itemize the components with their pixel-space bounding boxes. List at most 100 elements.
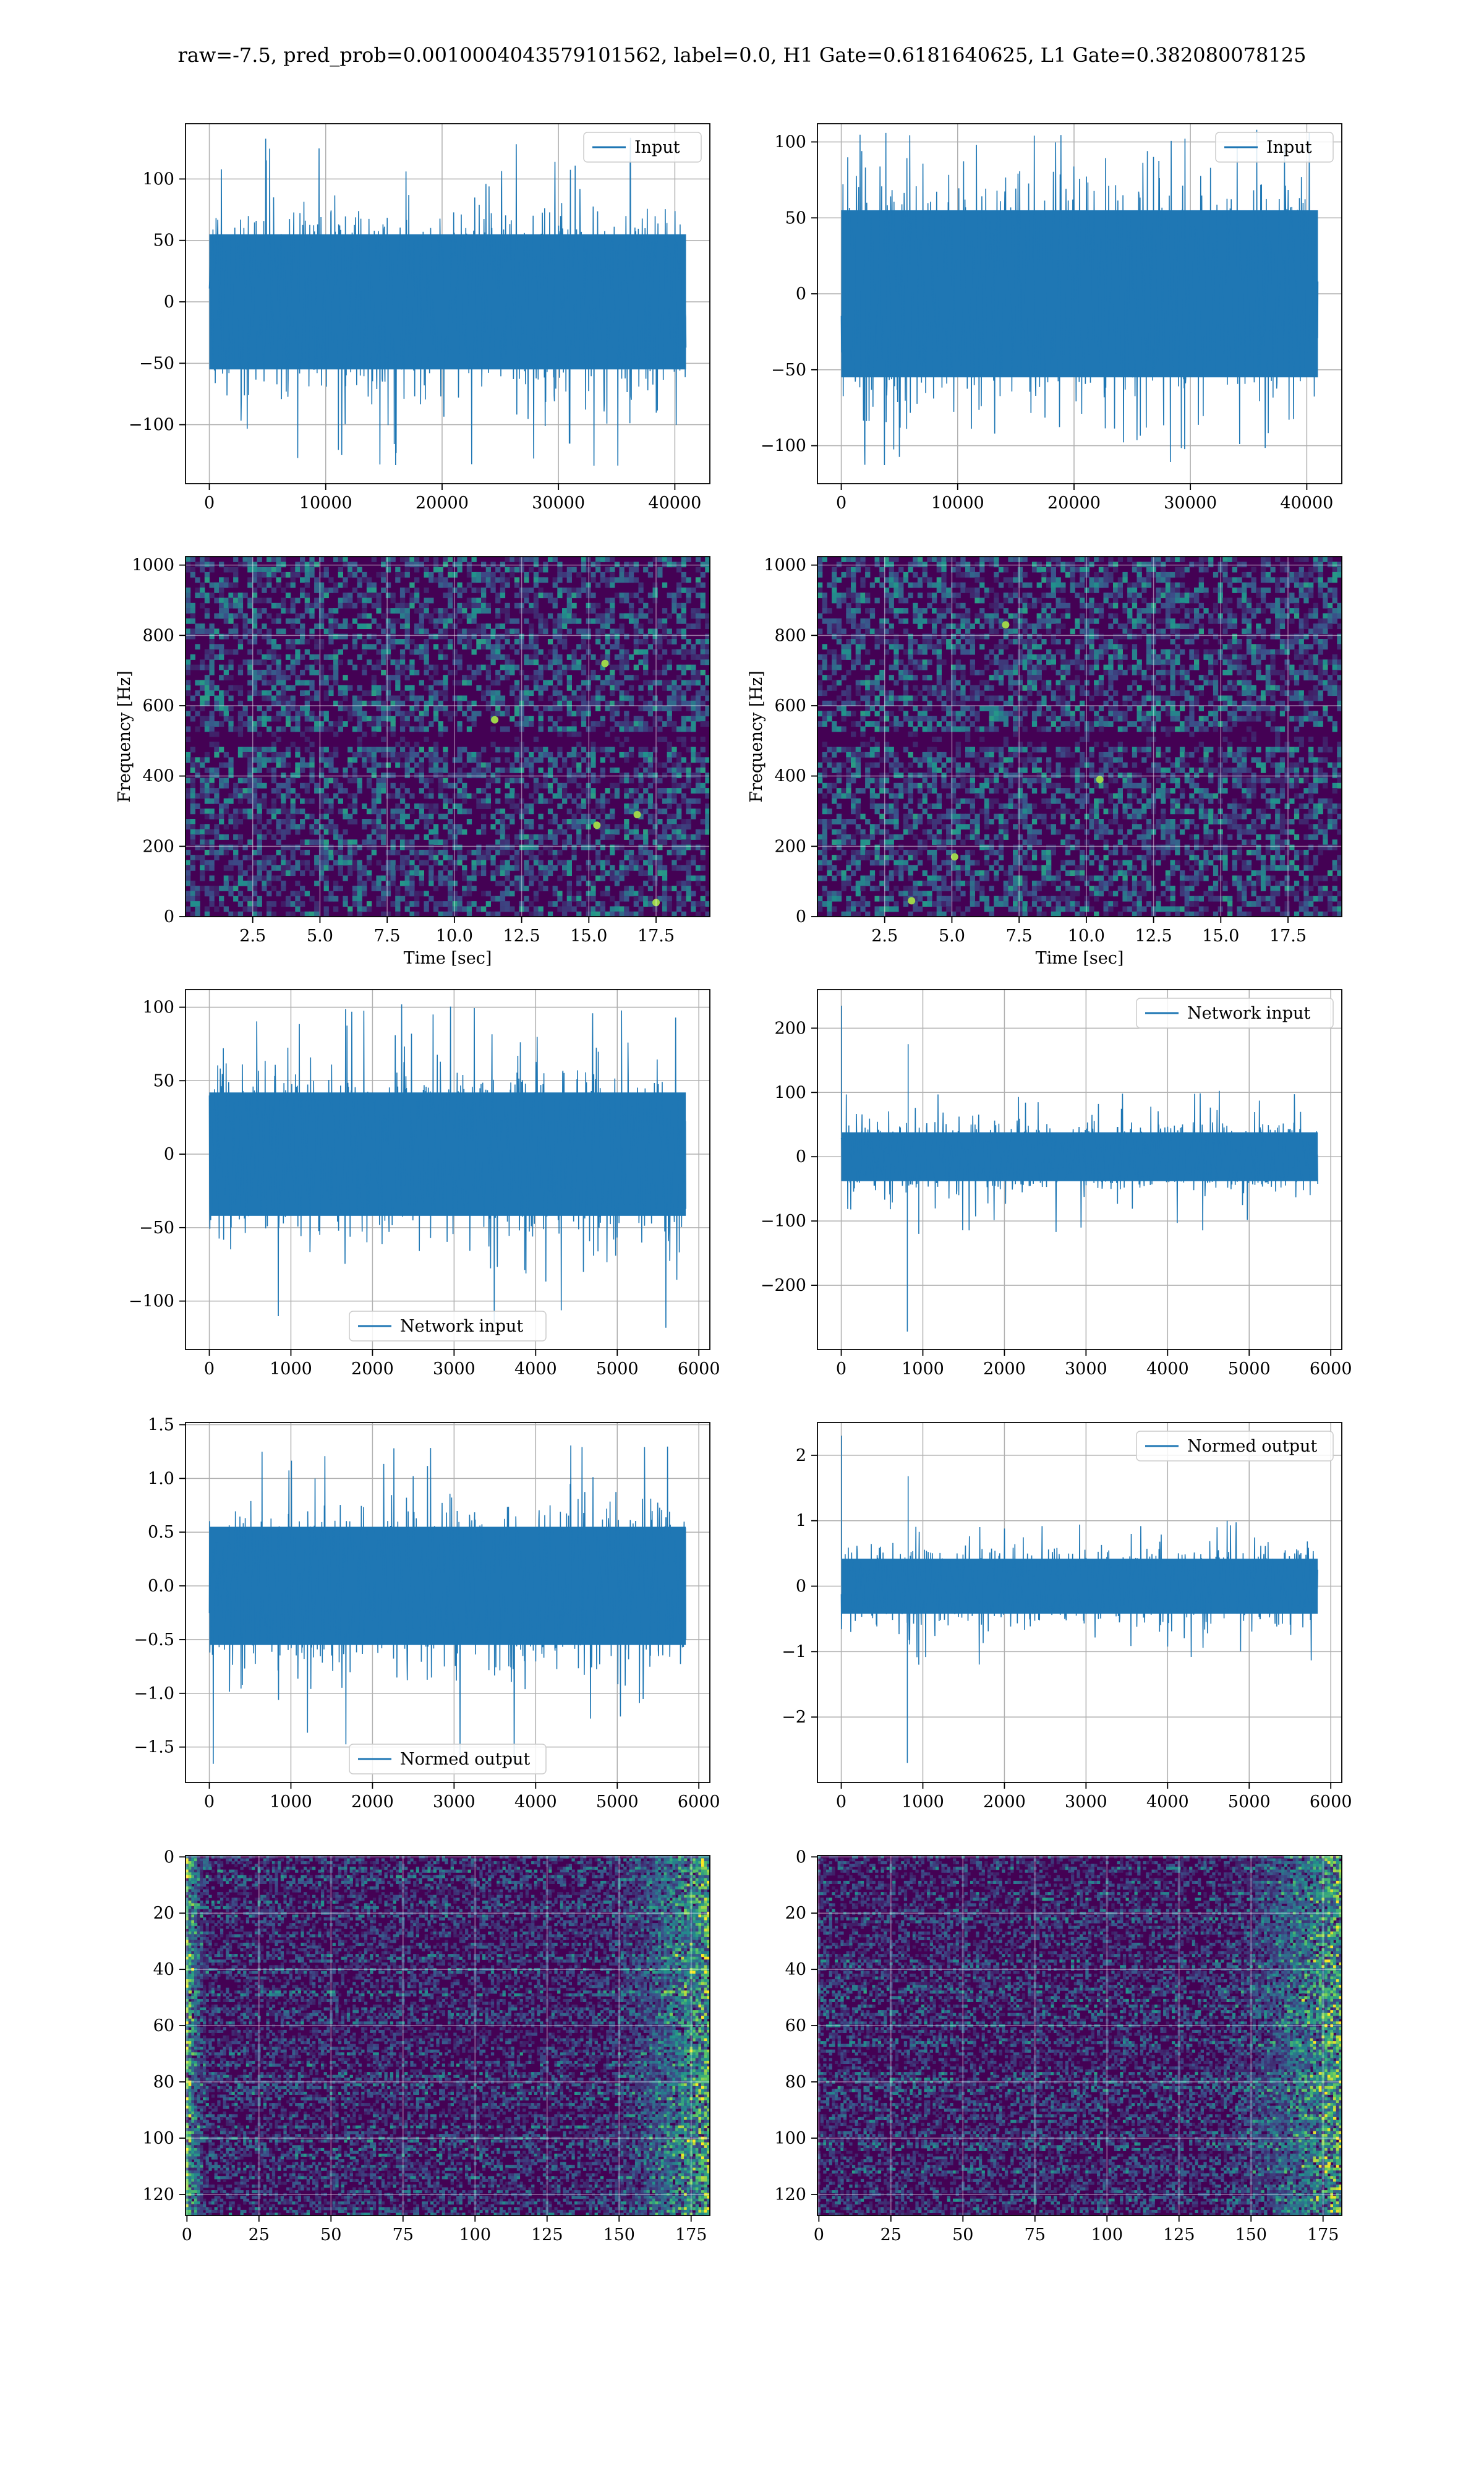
y-tick-label: 600 (774, 696, 806, 716)
y-tick-label: 40 (785, 1960, 806, 1979)
legend-label: Input (634, 138, 680, 157)
y-tick-label: 1000 (764, 556, 806, 575)
y-tick-label: 100 (142, 2129, 174, 2148)
x-tick-label: 3000 (1065, 1359, 1107, 1379)
x-tick-label: 150 (1235, 2225, 1267, 2245)
legend-label: Network input (1187, 1004, 1310, 1023)
subplot-p31: Normed output 0 1000 2000 3000 4000 5000 6000 −2… (782, 1422, 1352, 1812)
x-tick-label: 6000 (678, 1792, 720, 1812)
x-tick-label: 4000 (1146, 1359, 1189, 1379)
plot-area (186, 557, 710, 917)
heatmap-cells (186, 557, 710, 917)
x-axis-label: Time [sec] (1036, 949, 1124, 968)
y-tick-label: 50 (785, 208, 806, 228)
x-tick-label: 6000 (1310, 1792, 1352, 1812)
y-tick-label: 0 (164, 907, 174, 927)
plot-area (817, 124, 1342, 484)
x-tick-label: 12.5 (503, 927, 540, 946)
y-tick-label: −50 (139, 1218, 174, 1238)
axes-frame (185, 1855, 710, 2216)
plot-area (817, 990, 1342, 1350)
x-tick-label: 2000 (983, 1359, 1026, 1379)
y-tick-label: 0 (796, 1147, 806, 1166)
y-tick-label: 400 (774, 767, 806, 786)
heatmap-cells (817, 557, 1342, 917)
signal-line (840, 129, 1319, 466)
y-tick-label: −100 (129, 416, 174, 435)
y-tick-label: 50 (153, 231, 174, 250)
y-tick-label: 80 (153, 2073, 174, 2092)
x-tick-label: 20000 (1047, 494, 1101, 513)
y-axis-label: Frequency [Hz] (747, 670, 766, 802)
axes-frame (817, 556, 1342, 917)
x-tick-label: 75 (1025, 2225, 1046, 2245)
y-tick-label: 400 (142, 767, 174, 786)
x-tick-label: 5.0 (307, 927, 333, 946)
x-tick-label: 5.0 (939, 927, 965, 946)
x-tick-label: 0 (836, 1792, 846, 1812)
x-tick-label: 10.0 (1068, 927, 1105, 946)
y-tick-label: −50 (139, 354, 174, 373)
hot-spot (908, 897, 916, 905)
hot-spot (1096, 776, 1104, 784)
y-tick-label: −100 (761, 437, 806, 456)
y-tick-label: 120 (142, 2185, 174, 2204)
legend: Network input (349, 1311, 547, 1342)
x-tick-label: 125 (1163, 2225, 1195, 2245)
signal-line (840, 1006, 1318, 1332)
y-tick-label: 0 (796, 1847, 806, 1867)
y-tick-label: 1000 (132, 556, 174, 575)
y-tick-label: 60 (153, 2016, 174, 2035)
x-tick-label: 0 (204, 1359, 215, 1379)
legend-box (349, 1744, 547, 1774)
x-tick-label: 3000 (433, 1359, 475, 1379)
x-tick-label: 150 (603, 2225, 635, 2245)
legend-box (583, 132, 702, 163)
y-tick-label: −200 (761, 1276, 806, 1295)
x-tick-label: 20000 (416, 494, 469, 513)
plot-area (186, 1856, 710, 2215)
x-tick-label: 1000 (902, 1359, 944, 1379)
y-tick-label: 0 (164, 293, 174, 312)
y-tick-label: 100 (774, 2129, 806, 2148)
x-tick-label: 3000 (1065, 1792, 1107, 1812)
y-tick-label: 40 (153, 1960, 174, 1979)
x-tick-label: 25 (249, 2225, 270, 2245)
x-tick-label: 25 (881, 2225, 902, 2245)
x-tick-label: 5000 (1228, 1359, 1271, 1379)
legend-label: Network input (400, 1317, 523, 1336)
x-tick-label: 0 (836, 1359, 846, 1379)
x-tick-label: 40000 (1280, 494, 1333, 513)
signal-line (840, 1436, 1318, 1763)
x-tick-label: 4000 (514, 1792, 557, 1812)
plot-area (817, 1423, 1342, 1783)
legend: Input (583, 132, 702, 163)
x-tick-label: 7.5 (1006, 927, 1033, 946)
subplot-p30: Normed output 0 1000 2000 3000 4000 5000 6000 −1… (134, 1415, 720, 1812)
x-tick-label: 0 (204, 1792, 215, 1812)
x-tick-label: 50 (952, 2225, 973, 2245)
subplot-p40: 0 25 50 75 100 125 150 175 0 20 40 60 80 100 120 (142, 1847, 710, 2245)
y-tick-label: 20 (153, 1904, 174, 1923)
y-tick-label: 120 (774, 2185, 806, 2204)
x-tick-label: 30000 (532, 494, 585, 513)
axes-frame (185, 1422, 710, 1783)
x-tick-label: 1000 (270, 1792, 312, 1812)
axes-frame (817, 989, 1342, 1350)
axes-frame (185, 989, 710, 1350)
subplot-p11: 2.5 5.0 7.5 10.0 12.5 15.0 17.5 0 200 400 600 800 10… (747, 556, 1342, 968)
legend-label: Input (1266, 138, 1312, 157)
hot-spot (593, 821, 601, 829)
y-tick-label: 0 (796, 907, 806, 927)
x-tick-label: 0 (182, 2225, 192, 2245)
y-tick-label: 200 (774, 1019, 806, 1038)
y-tick-label: 1.5 (148, 1415, 174, 1434)
x-tick-label: 40000 (648, 494, 701, 513)
plot-area (186, 1423, 710, 1783)
y-tick-label: 0 (164, 1145, 174, 1164)
x-tick-label: 10000 (299, 494, 352, 513)
heatmap-cells (186, 1856, 710, 2215)
x-tick-label: 17.5 (638, 927, 675, 946)
